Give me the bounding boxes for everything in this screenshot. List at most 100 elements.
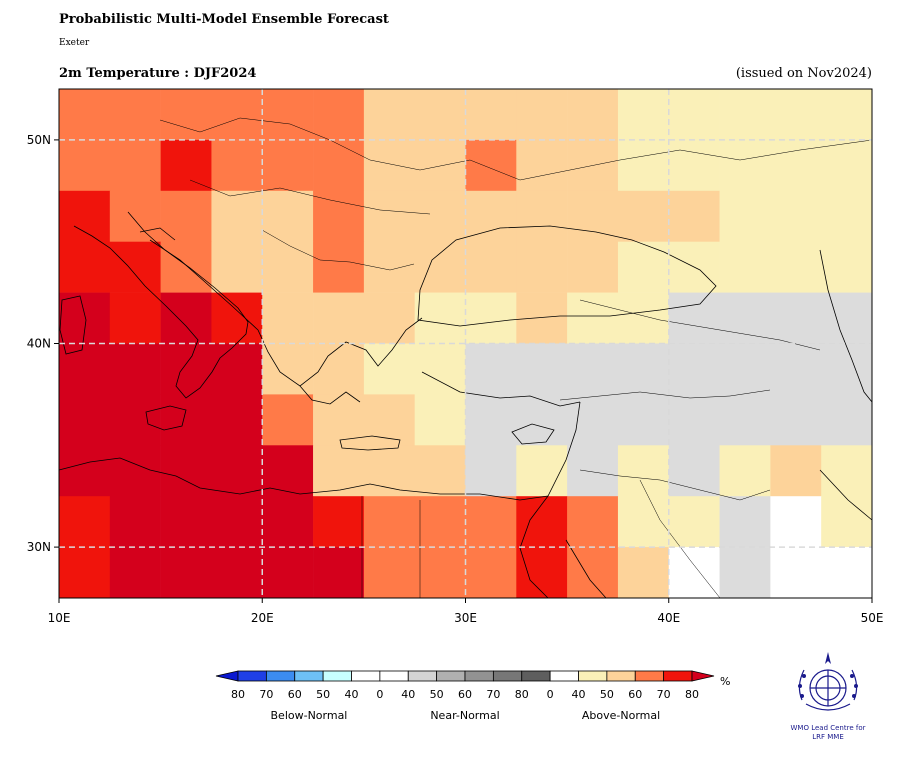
colorbar-tick-label: 50 <box>600 688 614 701</box>
colorbar-swatch <box>351 670 381 682</box>
grid-cell <box>414 394 466 446</box>
grid-cell <box>465 139 517 192</box>
grid-cell <box>59 89 111 141</box>
grid-cell <box>617 190 670 242</box>
grid-cell <box>59 241 111 293</box>
grid-cell <box>719 547 771 599</box>
colorbar-swatch <box>379 670 409 682</box>
colorbar-swatch <box>265 670 296 682</box>
colorbar-tick-label: 80 <box>231 688 245 701</box>
grid-cell <box>770 445 822 497</box>
grid-cell <box>516 343 568 395</box>
colorbar-tick-label: 0 <box>376 688 383 701</box>
grid-cell <box>414 139 466 192</box>
grid-cell <box>516 547 568 599</box>
grid-cell <box>668 343 720 395</box>
grid-cell <box>160 89 212 141</box>
colorbar-tick-label: 80 <box>685 688 699 701</box>
grid-cell <box>516 241 568 293</box>
grid-cell <box>363 241 415 293</box>
grid-cell <box>617 445 670 497</box>
grid-cell <box>821 190 873 242</box>
grid-cell <box>668 496 720 548</box>
grid-cell <box>313 343 365 395</box>
grid-cell <box>160 445 212 497</box>
grid-cell <box>821 139 873 192</box>
grid-cell <box>668 89 720 141</box>
grid-cell <box>414 292 466 344</box>
grid-cell <box>363 190 415 242</box>
grid-cell <box>617 292 670 344</box>
grid-cell <box>668 394 720 446</box>
grid-cell <box>211 496 263 548</box>
grid-cell <box>313 190 365 242</box>
grid-cell <box>262 139 314 192</box>
colorbar-swatch <box>407 670 438 682</box>
colorbar-swatch <box>521 670 551 682</box>
grid-cell <box>313 139 365 192</box>
grid-cell <box>770 343 822 395</box>
colorbar-swatch <box>606 670 636 682</box>
grid-cell <box>211 139 263 192</box>
grid-cell <box>567 496 619 548</box>
grid-cell <box>770 496 822 548</box>
grid-cell <box>59 445 111 497</box>
page-subtitle: Exeter <box>59 38 90 48</box>
grid-cell <box>465 292 517 344</box>
grid-cell <box>363 547 415 599</box>
grid-cell <box>465 394 517 446</box>
colorbar-swatch <box>294 670 324 682</box>
grid-cell <box>109 496 161 548</box>
grid-cell <box>160 496 212 548</box>
colorbar-swatch <box>322 670 352 682</box>
colorbar-tick-label: 40 <box>401 688 415 701</box>
colorbar-tick-label: 40 <box>572 688 586 701</box>
colorbar-unit: % <box>720 675 730 688</box>
sicily-coast <box>145 405 187 431</box>
grid-cell <box>262 89 314 141</box>
grid-cell <box>465 445 517 497</box>
colorbar-low-extend <box>215 670 239 682</box>
grid-cell <box>465 343 517 395</box>
grid-cell <box>313 241 365 293</box>
grid-cell <box>567 241 619 293</box>
grid-cell <box>465 241 517 293</box>
colorbar-swatch <box>436 670 466 682</box>
grid-cell <box>363 445 415 497</box>
grid-cell <box>313 547 365 599</box>
aegean-coast <box>299 385 361 405</box>
lat-tick-label: 30N <box>27 540 51 554</box>
grid-cell <box>59 496 111 548</box>
grid-cell <box>211 292 263 344</box>
grid-cell <box>363 89 415 141</box>
colorbar-high-extend <box>691 670 715 682</box>
turkey-south-coast <box>421 371 581 407</box>
grid-cell <box>262 496 314 548</box>
grid-cell <box>262 445 314 497</box>
grid-cell <box>668 139 720 192</box>
grid-cell <box>262 292 314 344</box>
colorbar-swatch <box>634 670 665 682</box>
grid-cell <box>414 241 466 293</box>
colorbar-tick-label: 0 <box>547 688 554 701</box>
grid-cell <box>516 292 568 344</box>
grid-cell <box>211 241 263 293</box>
wmo-logo: WMO Lead Centre for LRF MME <box>782 650 874 745</box>
colorbar-tick-label: 50 <box>316 688 330 701</box>
grid-cell <box>160 139 212 192</box>
grid-cell <box>617 139 670 192</box>
grid-cell <box>770 547 822 599</box>
lon-tick-label: 20E <box>251 611 274 625</box>
grid-cell <box>719 445 771 497</box>
grid-cell <box>617 89 670 141</box>
grid-cell <box>821 241 873 293</box>
colorbar-tick-label: 50 <box>430 688 444 701</box>
grid-cell <box>363 292 415 344</box>
colorbar-swatch <box>663 670 693 682</box>
grid-cell <box>414 445 466 497</box>
grid-cell <box>465 496 517 548</box>
lon-tick-label: 30E <box>454 611 477 625</box>
grid-cell <box>668 292 720 344</box>
grid-cell <box>414 547 466 599</box>
cyprus-coast <box>511 423 555 445</box>
